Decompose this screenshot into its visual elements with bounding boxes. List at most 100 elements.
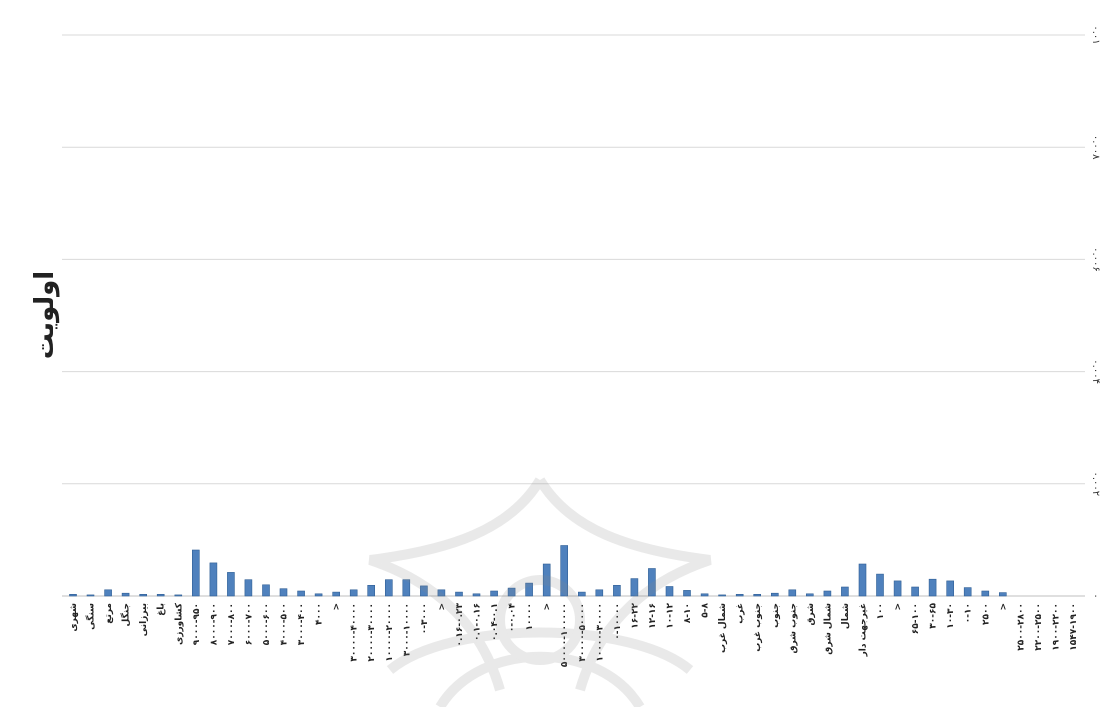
bar xyxy=(507,587,516,597)
x-tick-label: جنگل xyxy=(120,603,132,626)
bar xyxy=(314,593,323,597)
y-axis-title: اولویت xyxy=(30,270,60,360)
x-tick-label: شمال غرب xyxy=(718,603,728,653)
bar xyxy=(770,592,779,597)
bar xyxy=(174,594,183,597)
bar xyxy=(700,593,709,597)
bar xyxy=(613,584,621,597)
x-tick-label: > xyxy=(894,603,904,611)
x-tick-label: ۶۰۰۰-۷۰۰ xyxy=(244,603,254,645)
x-tick-label: جنوب شرق xyxy=(788,603,798,653)
x-tick-label: ۳۰۰۰۰-۵۰۰۰۰ xyxy=(578,603,588,662)
x-tick-label: ۰-۳۰۰۰ xyxy=(420,603,430,634)
bar xyxy=(455,591,463,597)
x-tick-label: ۲۰۰۰۰-۳۰۰۰۰ xyxy=(367,603,377,662)
x-tick-label: ۸۰۰۰-۹۰۰ xyxy=(209,603,219,645)
x-tick-label: باغ xyxy=(157,603,167,616)
bar xyxy=(69,593,77,597)
bar xyxy=(384,579,393,597)
bar xyxy=(402,579,411,597)
x-tick-label: ۵۰۰۰-۶۰۰ xyxy=(262,603,272,645)
bar xyxy=(525,582,533,597)
bar xyxy=(420,585,428,597)
x-tick-label: ۰.۱-۰.۱۶ xyxy=(473,603,483,641)
x-tick-label: شهری xyxy=(69,603,79,632)
x-tick-label: ۰.۱۶-۰.۲۳ xyxy=(455,603,465,647)
bar xyxy=(227,572,235,597)
x-tick-label: ۰.۰۴-۰.۱ xyxy=(490,603,500,641)
x-tick-label: شمال شرق xyxy=(823,603,833,655)
bar xyxy=(490,590,498,597)
bar xyxy=(648,568,656,597)
x-tick-label: ۱۹۰۰-۲۲۰۰ xyxy=(1051,603,1061,651)
bar xyxy=(209,562,218,597)
bar xyxy=(718,594,726,597)
bar xyxy=(86,594,95,597)
x-tick-label: شرق xyxy=(806,603,816,626)
bar xyxy=(928,578,937,597)
y-tick-labels: ۰ ۰.۰۰۲ ۰.۰۰۴ ۰.۰۰۶ ۰.۰۰۸ ۰.۰۱ xyxy=(1090,25,1101,598)
x-tick-label: ۶۵-۱۰۰ xyxy=(911,603,921,634)
x-tick-label: ۴۰۰۰ xyxy=(315,603,325,625)
x-tick-label: جنوب xyxy=(771,603,781,628)
watermark-logo xyxy=(368,477,712,707)
bar xyxy=(753,593,762,597)
x-tick-label: بیرزانی xyxy=(139,603,149,636)
y-tick-label: ۰.۰۰۸ xyxy=(1090,135,1101,160)
x-tick-label: ۰-۱۰۰۰۰ xyxy=(613,603,623,640)
x-tick-label: ۲۵۰۰ xyxy=(981,603,991,625)
y-tick-label: ۰.۰۰۲ xyxy=(1090,471,1101,496)
bar xyxy=(560,545,569,597)
bar xyxy=(683,590,691,597)
bar xyxy=(893,580,902,597)
x-tick-label: سنگی xyxy=(85,603,97,630)
x-tick-label: ۷۰۰۰-۸۰۰ xyxy=(227,603,237,645)
bar xyxy=(121,592,130,597)
x-tick-label: ۲۵۰۰-۲۸۰۰ xyxy=(1016,603,1026,651)
gridlines xyxy=(62,34,1085,485)
y-tick-label: ۰.۰۰۴ xyxy=(1090,359,1101,384)
bar xyxy=(911,586,919,597)
bar xyxy=(156,593,165,597)
x-tick-labels: شهری سنگی مرتع جنگل بیرزانی باغ کشاورزی ۹۰۰۰-۹۵… xyxy=(69,602,1079,667)
bar xyxy=(139,593,147,597)
bar xyxy=(788,589,797,597)
x-tick-label: > xyxy=(543,603,553,611)
bar xyxy=(981,590,990,597)
bar xyxy=(946,580,955,597)
x-tick-label: ۳۰-۶۵ xyxy=(929,603,939,629)
x-tick-label: ۳۰۰۰۰-۴۰۰۰۰ xyxy=(350,603,360,662)
bar xyxy=(876,573,884,597)
x-tick-label: مرتع xyxy=(104,603,114,624)
x-tick-label: ۱۰۰ xyxy=(876,603,886,619)
x-tick-label: غیرجهت دار xyxy=(858,603,868,657)
bar xyxy=(595,589,604,597)
y-tick-label: ۰.۰۰۶ xyxy=(1090,247,1101,272)
bar xyxy=(104,589,112,597)
bar xyxy=(192,549,200,597)
x-tick-label: > xyxy=(437,603,447,611)
bar xyxy=(542,563,551,597)
bar xyxy=(823,590,832,597)
bars xyxy=(69,545,1007,597)
x-tick-label: شمال xyxy=(841,603,851,629)
x-tick-label: کشاورزی xyxy=(174,602,184,645)
x-tick-label: ۱۰۰۰۰-۳۰۰۰۰ xyxy=(595,603,605,662)
x-tick-label: ۳۰۰۰-۴۰۰ xyxy=(297,603,307,645)
bar xyxy=(841,586,849,597)
x-tick-label: ۵۰۰۰۰-۱۰۰۰۰۰ xyxy=(560,603,570,667)
x-tick-label: جنوب غرب xyxy=(753,603,763,652)
bar xyxy=(367,584,376,597)
x-tick-label: ۱۶-۲۲ xyxy=(630,603,640,629)
x-tick-label: ۱۰۰۰۰ xyxy=(525,603,535,630)
bar xyxy=(279,588,288,597)
x-tick-label: ۱۵۴۷-۱۹۰۰ xyxy=(1069,603,1079,651)
x-tick-label: > xyxy=(332,603,342,611)
x-tick-label: ۳۰۰۰-۱۰۰۰۰ xyxy=(402,603,412,656)
bar xyxy=(858,563,867,597)
y-tick-label: ۰ xyxy=(1090,593,1101,598)
x-tick-label: ۱۰۰۰۰-۲۰۰۰۰ xyxy=(385,603,395,662)
x-tick-label: ۱۰-۳۰ xyxy=(946,603,956,629)
bar xyxy=(630,578,639,597)
